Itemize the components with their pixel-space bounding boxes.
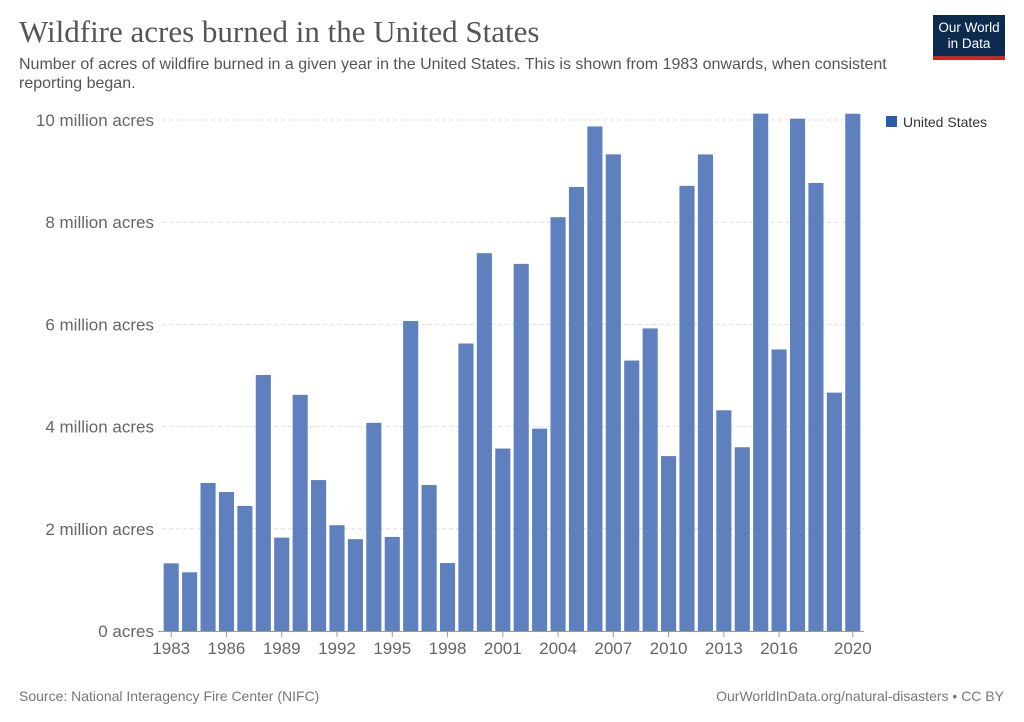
x-tick-label: 1989: [263, 639, 301, 658]
bar-2009[interactable]: [642, 328, 658, 631]
x-tick-label: 2004: [539, 639, 577, 658]
x-tick-label: 1995: [373, 639, 411, 658]
y-tick-label: 0 acres: [98, 622, 154, 641]
bar-2001[interactable]: [495, 448, 511, 631]
bar-2008[interactable]: [624, 360, 640, 631]
logo-line-2: in Data: [947, 36, 991, 51]
bar-1993[interactable]: [347, 539, 363, 631]
y-tick-label: 6 million acres: [45, 315, 154, 334]
bar-1986[interactable]: [218, 492, 235, 631]
bar-2002[interactable]: [513, 263, 529, 631]
bar-2013[interactable]: [716, 410, 732, 631]
bar-2016[interactable]: [771, 349, 787, 631]
bar-2015[interactable]: [753, 113, 769, 632]
bar-1990[interactable]: [292, 394, 308, 631]
bar-2017[interactable]: [789, 118, 806, 632]
bar-1994[interactable]: [366, 422, 382, 631]
y-tick-label: 10 million acres: [36, 111, 154, 130]
chart-title: Wildfire acres burned in the United Stat…: [19, 14, 540, 49]
bar-2011[interactable]: [679, 185, 695, 631]
y-tick-label: 4 million acres: [45, 418, 154, 437]
bar-1991[interactable]: [311, 480, 327, 631]
logo-line-1: Our World: [938, 20, 1000, 35]
chart-subtitle: Number of acres of wildfire burned in a …: [19, 56, 887, 92]
axes: 0 acres 2 million acres 4 million acres 6 m…: [36, 111, 872, 658]
bar-1987[interactable]: [237, 505, 253, 631]
bar-1999[interactable]: [458, 343, 474, 631]
bar-2005[interactable]: [568, 186, 585, 631]
legend[interactable]: United States: [886, 114, 987, 130]
bar-2014[interactable]: [734, 447, 750, 631]
bar-2019[interactable]: [826, 392, 842, 631]
bar-1988[interactable]: [255, 375, 271, 631]
x-tick-label: 2001: [484, 639, 522, 658]
bar-1992[interactable]: [329, 525, 345, 631]
bar-2018[interactable]: [808, 182, 824, 632]
bar-2007[interactable]: [605, 154, 621, 631]
x-tick-label: 1983: [152, 639, 190, 658]
legend-swatch: [886, 116, 897, 127]
x-tick-label: 2013: [705, 639, 743, 658]
bar-2000[interactable]: [476, 253, 492, 631]
y-tick-label: 8 million acres: [45, 213, 154, 232]
bar-1983[interactable]: [163, 563, 179, 631]
legend-label-united-states[interactable]: United States: [903, 114, 987, 130]
bar-1995[interactable]: [384, 536, 400, 631]
y-tick-label: 2 million acres: [45, 520, 154, 539]
bar-2004[interactable]: [550, 217, 566, 631]
x-tick-label: 2007: [594, 639, 632, 658]
bar-2006[interactable]: [587, 126, 603, 631]
bar-2012[interactable]: [697, 154, 713, 631]
bar-1989[interactable]: [274, 537, 290, 631]
footer-link[interactable]: OurWorldInData.org/natural-disasters • C…: [716, 688, 1004, 704]
x-tick-label: 2010: [650, 639, 688, 658]
bar-1984[interactable]: [182, 572, 198, 631]
x-tick-label: 1998: [429, 639, 467, 658]
source-note: Source: National Interagency Fire Center…: [19, 688, 320, 704]
bar-1996[interactable]: [403, 321, 419, 631]
bar-1997[interactable]: [421, 485, 437, 631]
x-tick-label: 1992: [318, 639, 356, 658]
x-tick-label: 2016: [760, 639, 798, 658]
x-tick-label: 1986: [208, 639, 246, 658]
bar-2010[interactable]: [661, 456, 677, 631]
bars: [163, 113, 861, 632]
owid-logo[interactable]: Our World in Data: [933, 15, 1005, 60]
bar-2003[interactable]: [532, 428, 548, 631]
bar-1985[interactable]: [200, 483, 216, 631]
bar-1998[interactable]: [439, 563, 456, 631]
bar-2020[interactable]: [845, 113, 861, 631]
x-tick-label: 2020: [834, 639, 872, 658]
